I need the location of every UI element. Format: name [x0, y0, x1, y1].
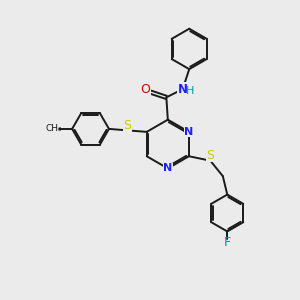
Text: S: S [206, 149, 214, 162]
Text: N: N [184, 127, 194, 137]
Text: F: F [224, 236, 231, 249]
Text: H: H [186, 85, 194, 96]
Text: N: N [178, 82, 188, 96]
Text: N: N [163, 164, 172, 173]
Text: CH₃: CH₃ [45, 124, 62, 134]
Text: O: O [140, 83, 150, 97]
Text: S: S [123, 118, 131, 131]
